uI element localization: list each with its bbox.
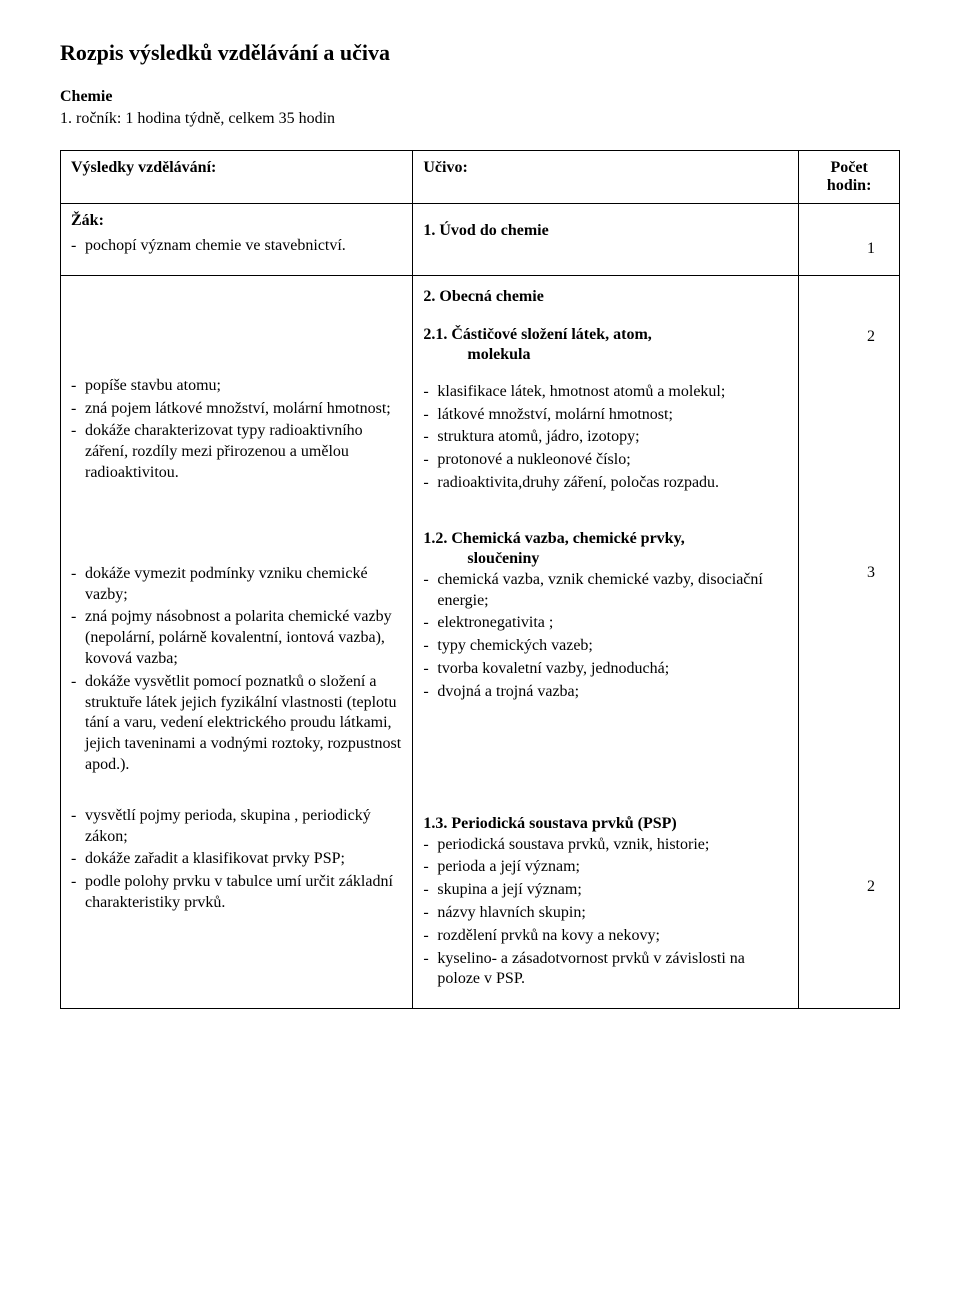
subhead-21: 2.1. Částičové složení látek, atom, xyxy=(423,326,788,344)
list-item: tvorba kovaletní vazby, jednoduchá; xyxy=(423,659,788,680)
hours-value: 2 xyxy=(809,328,889,346)
outcomes-list: pochopí význam chemie ve stavebnictví. xyxy=(71,236,402,257)
table-row: Žák: pochopí význam chemie ve stavebnict… xyxy=(61,204,900,276)
table-header-row: Výsledky vzdělávání: Učivo: Počet hodin: xyxy=(61,151,900,204)
section-head-1: 1. Úvod do chemie xyxy=(423,222,788,240)
subhead-num: 1.2. xyxy=(423,530,447,547)
header-hours: Počet hodin: xyxy=(799,151,900,204)
list-item: radioaktivita,druhy záření, poločas rozp… xyxy=(423,473,788,494)
list-item: pochopí význam chemie ve stavebnictví. xyxy=(71,236,402,257)
curriculum-list: periodická soustava prvků, vznik, histor… xyxy=(423,835,788,991)
list-item: kyselino- a zásadotvornost prvků v závis… xyxy=(423,949,788,991)
list-item: dokáže vymezit podmínky vzniku chemické … xyxy=(71,564,402,606)
year-line: 1. ročník: 1 hodina týdně, celkem 35 hod… xyxy=(60,110,900,128)
curriculum-list: chemická vazba, vznik chemické vazby, di… xyxy=(423,570,788,703)
subhead-12: 1.2. Chemická vazba, chemické prvky, xyxy=(423,530,788,548)
list-item: dvojná a trojná vazba; xyxy=(423,682,788,703)
hours-value: 1 xyxy=(809,240,889,258)
subhead-title: Periodická soustava prvků (PSP) xyxy=(451,815,676,832)
section-head-2: 2. Obecná chemie xyxy=(423,288,788,306)
subject-label: Chemie xyxy=(60,88,900,106)
list-item: dokáže charakterizovat typy radioaktivní… xyxy=(71,421,402,483)
list-item: popíše stavbu atomu; xyxy=(71,376,402,397)
list-item: protonové a nukleonové číslo; xyxy=(423,450,788,471)
list-item: dokáže vysvětlit pomocí poznatků o slože… xyxy=(71,672,402,776)
subhead-title: Částičové složení látek, atom, xyxy=(451,326,651,343)
list-item: skupina a její význam; xyxy=(423,880,788,901)
subhead-title-cont: molekula xyxy=(423,346,788,364)
zak-label: Žák: xyxy=(71,212,402,230)
list-item: perioda a její význam; xyxy=(423,857,788,878)
list-item: názvy hlavních skupin; xyxy=(423,903,788,924)
hours-value: 3 xyxy=(809,564,889,582)
table-row: popíše stavbu atomu; zná pojem látkové m… xyxy=(61,275,900,1008)
list-item: rozdělení prvků na kovy a nekovy; xyxy=(423,926,788,947)
list-item: klasifikace látek, hmotnost atomů a mole… xyxy=(423,382,788,403)
outcomes-list: dokáže vymezit podmínky vzniku chemické … xyxy=(71,564,402,776)
list-item: zná pojem látkové množství, molární hmot… xyxy=(71,399,402,420)
syllabus-table: Výsledky vzdělávání: Učivo: Počet hodin:… xyxy=(60,150,900,1009)
subhead-13: 1.3. Periodická soustava prvků (PSP) xyxy=(423,815,788,833)
header-results: Výsledky vzdělávání: xyxy=(61,151,413,204)
header-curriculum: Učivo: xyxy=(413,151,799,204)
subhead-title-cont: sloučeniny xyxy=(423,550,788,568)
list-item: dokáže zařadit a klasifikovat prvky PSP; xyxy=(71,849,402,870)
list-item: podle polohy prvku v tabulce umí určit z… xyxy=(71,872,402,914)
page-title: Rozpis výsledků vzdělávání a učiva xyxy=(60,40,900,66)
curriculum-list: klasifikace látek, hmotnost atomů a mole… xyxy=(423,382,788,494)
subhead-num: 1.3. xyxy=(423,815,447,832)
list-item: zná pojmy násobnost a polarita chemické … xyxy=(71,607,402,669)
outcomes-list: popíše stavbu atomu; zná pojem látkové m… xyxy=(71,376,402,484)
list-item: chemická vazba, vznik chemické vazby, di… xyxy=(423,570,788,612)
list-item: periodická soustava prvků, vznik, histor… xyxy=(423,835,788,856)
hours-value: 2 xyxy=(809,878,889,896)
list-item: struktura atomů, jádro, izotopy; xyxy=(423,427,788,448)
list-item: látkové množství, molární hmotnost; xyxy=(423,405,788,426)
subhead-title: Chemická vazba, chemické prvky, xyxy=(451,530,684,547)
outcomes-list: vysvětlí pojmy perioda, skupina , period… xyxy=(71,806,402,914)
list-item: elektronegativita ; xyxy=(423,613,788,634)
list-item: vysvětlí pojmy perioda, skupina , period… xyxy=(71,806,402,848)
list-item: typy chemických vazeb; xyxy=(423,636,788,657)
subhead-num: 2.1. xyxy=(423,326,447,343)
